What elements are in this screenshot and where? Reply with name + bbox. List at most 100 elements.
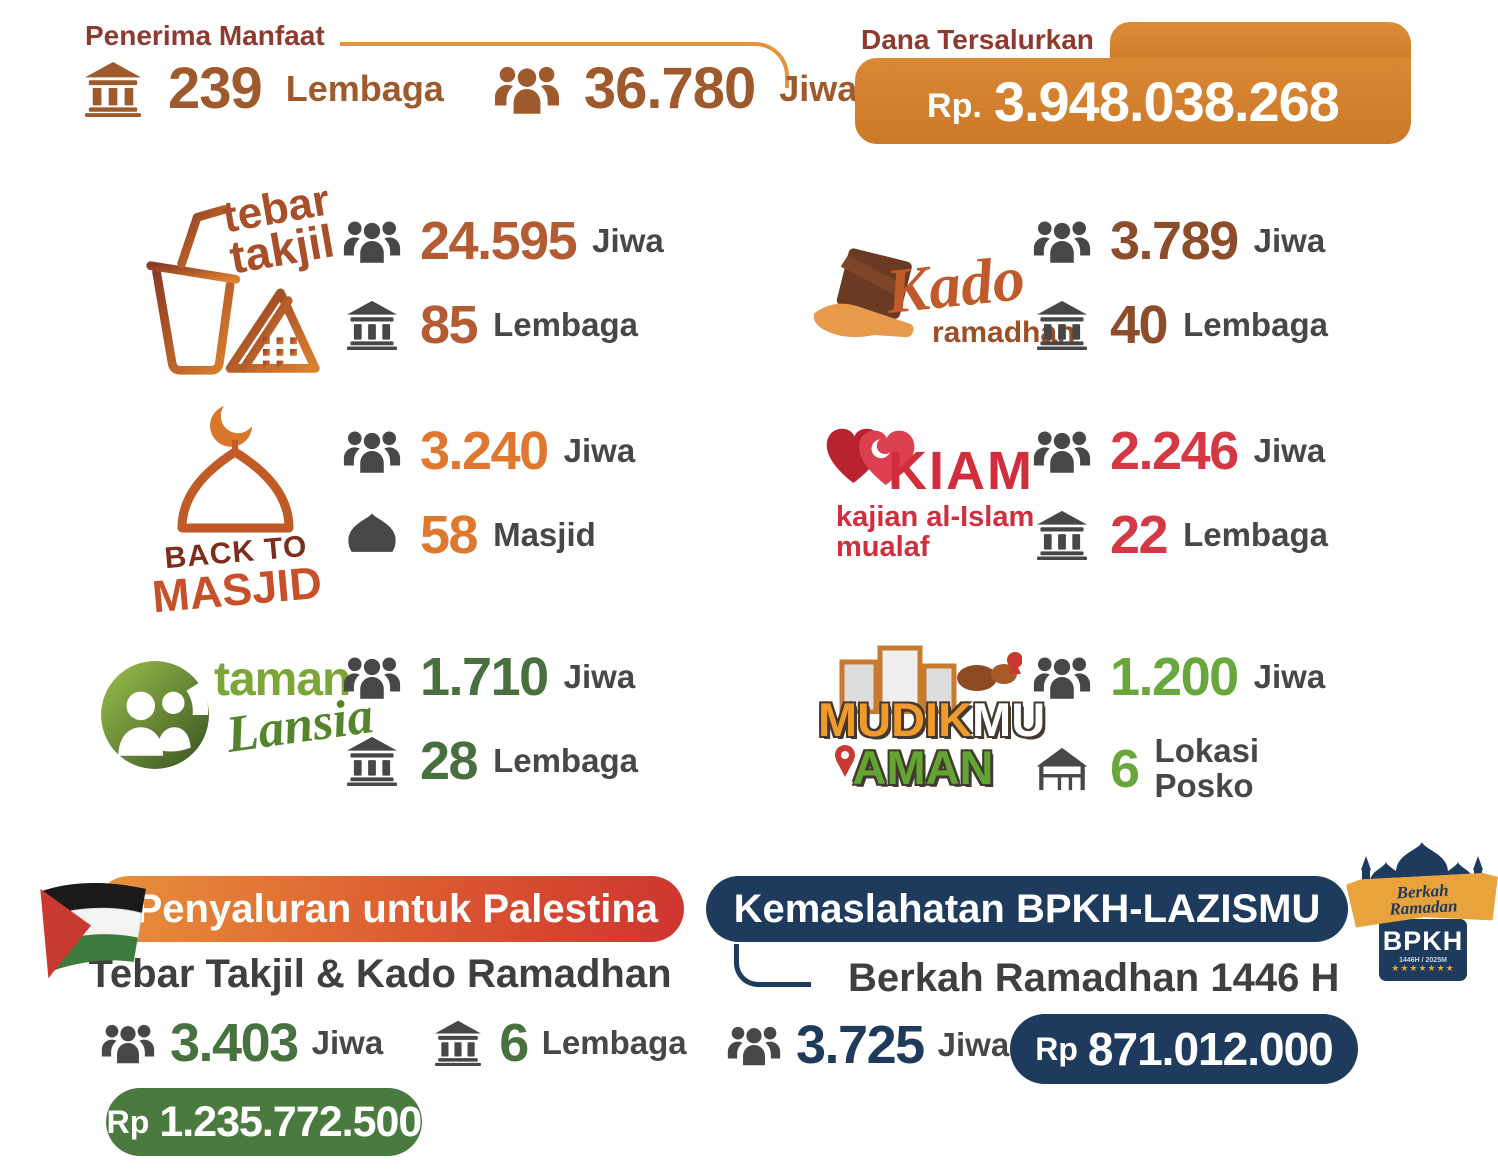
bpkh-badge-box: BPKH 1446H / 2025M ★★★★★★★ — [1376, 916, 1470, 984]
back-to-masjid-logo: BACK TO MASJID — [150, 404, 326, 622]
jiwa-total-label: Jiwa — [779, 68, 858, 109]
palestina-amount-pill: Rp 1.235.772.500 — [106, 1088, 422, 1156]
kiam-logo-title: KIAM — [888, 441, 1034, 501]
stat-label: Masjid — [493, 516, 596, 553]
dana-box-top-fill — [1109, 22, 1411, 58]
stat-value: 22 — [1110, 505, 1169, 565]
palestina-banner-title: Penyaluran untuk Palestina — [135, 886, 658, 931]
stat-label: Lembaga — [541, 1024, 687, 1061]
stat-label-line1: Lokasi — [1154, 732, 1260, 769]
bank-icon — [1030, 510, 1094, 560]
dana-tersalurkan-box: Dana Tersalurkan Rp. 3.948.038.268 — [855, 22, 1411, 144]
stat-label: Jiwa — [311, 1024, 384, 1061]
stat-value: 1.200 — [1110, 647, 1239, 707]
penerima-manfaat-stats: 239 Lembaga 36.780 Jiwa — [82, 60, 883, 118]
stat-value: 3.789 — [1110, 211, 1239, 271]
tebar-takjil-stats: 24.595 Jiwa 85 Lembaga — [340, 214, 664, 352]
stat-value: 24.595 — [420, 211, 578, 271]
bpkh-badge-org: BPKH — [1382, 925, 1464, 956]
stat-label-line2: Posko — [1154, 766, 1254, 804]
people-icon — [1030, 654, 1094, 700]
tebar-takjil-logo-text: tebar takjil — [219, 175, 340, 283]
stat-row-jiwa: 3.240 Jiwa — [340, 424, 635, 478]
people-icon — [1030, 428, 1094, 474]
stat-row-lembaga: 40 Lembaga — [1030, 298, 1328, 352]
bpkh-connector-line — [734, 944, 811, 987]
bank-icon — [431, 1020, 485, 1066]
bpkh-subtitle: Berkah Ramadhan 1446 H — [848, 956, 1340, 1000]
amount-prefix: Rp — [1035, 1030, 1078, 1067]
bpkh-banner-title: Kemaslahatan BPKH-LAZISMU — [733, 886, 1321, 931]
kado-ramadhan-logo: Kado ramadhan — [808, 242, 1075, 368]
tebar-takjil-logo: tebar takjil — [140, 175, 340, 386]
bank-icon — [340, 736, 404, 786]
lembaga-total-value: 239 — [168, 56, 263, 121]
amount-prefix: Rp — [106, 1103, 150, 1140]
bpkh-banner: Kemaslahatan BPKH-LAZISMU — [706, 876, 1348, 942]
back-to-masjid-stats: 3.240 Jiwa 58 Masjid — [340, 424, 635, 562]
stat-label: Jiwa — [1253, 432, 1326, 469]
stat-label: Jiwa — [1253, 658, 1326, 695]
taman-lansia-logo: taman Lansia — [98, 648, 377, 793]
dana-amount-box: Rp. 3.948.038.268 — [855, 58, 1411, 144]
kado-ramadhan-stats: 3.789 Jiwa 40 Lembaga — [1030, 214, 1328, 352]
stat-row-lokasi-posko: 6 Lokasi Posko — [1030, 732, 1325, 804]
mudik-logo-line1: MUDIKMU — [818, 692, 1045, 747]
stat-row-jiwa: 24.595 Jiwa — [340, 214, 664, 268]
mudik-logo-line3: AMAN — [852, 741, 994, 794]
penerima-manfaat-title: Penerima Manfaat — [85, 20, 325, 51]
stat-row-lembaga: 28 Lembaga — [340, 734, 638, 788]
people-icon — [340, 654, 404, 700]
people-icon — [494, 63, 560, 115]
people-icon — [1030, 218, 1094, 264]
stat-label: Lokasi Posko — [1154, 732, 1260, 804]
bank-icon — [82, 61, 144, 117]
stat-row-jiwa: 3.789 Jiwa — [1030, 214, 1328, 268]
stat-value: 3.240 — [420, 421, 549, 481]
tent-icon — [1030, 746, 1094, 792]
bpkh-badge-year: 1446H / 2025M — [1399, 956, 1447, 964]
kiam-stats: 2.246 Jiwa 22 Lembaga — [1030, 424, 1328, 562]
palestina-subtitle: Tebar Takjil & Kado Ramadhan — [88, 952, 672, 996]
mudik-logo-part1: MUDIK — [818, 693, 973, 746]
taman-lansia-stats: 1.710 Jiwa 28 Lembaga — [340, 650, 638, 788]
bank-icon — [340, 300, 404, 350]
stat-value: 40 — [1110, 295, 1169, 355]
jiwa-total-value: 36.780 — [583, 56, 756, 121]
stat-value: 6 — [499, 1013, 529, 1073]
stat-value: 3.403 — [170, 1013, 299, 1073]
stat-label: Lembaga — [493, 306, 638, 343]
palestina-banner: Penyaluran untuk Palestina — [96, 876, 684, 942]
palestine-flag-icon — [22, 864, 154, 997]
people-icon — [340, 428, 404, 474]
header-connector-line — [340, 42, 789, 88]
bank-icon — [1030, 300, 1094, 350]
stat-row-lembaga: 22 Lembaga — [1030, 508, 1328, 562]
mudik-logo-part2: MU — [972, 693, 1046, 746]
amount-value: 871.012.000 — [1087, 1023, 1334, 1075]
stat-row-masjid: 58 Masjid — [340, 508, 635, 562]
dana-amount: 3.948.038.268 — [993, 69, 1340, 133]
dome-icon — [340, 512, 404, 558]
dana-tersalurkan-title: Dana Tersalurkan — [855, 22, 1110, 58]
stat-label: Lembaga — [1183, 516, 1328, 553]
people-icon — [340, 218, 404, 264]
berkah-ramadan-bpkh-badge: BPKH 1446H / 2025M ★★★★★★★ Berkah Ramada… — [1352, 840, 1494, 990]
stat-label: Jiwa — [563, 658, 636, 695]
lembaga-total-label: Lembaga — [285, 68, 444, 109]
mudikmu-aman-stats: 1.200 Jiwa 6 Lokasi Posko — [1030, 650, 1325, 803]
bpkh-stats: 3.725 Jiwa — [726, 1018, 1009, 1072]
stat-row-jiwa: 1.710 Jiwa — [340, 650, 638, 704]
stat-value: 1.710 — [420, 647, 549, 707]
dana-tersalurkan-header: Dana Tersalurkan — [855, 22, 1411, 58]
stat-row-lembaga: 85 Lembaga — [340, 298, 664, 352]
ribbon-line2: Ramadan — [1388, 896, 1458, 919]
stat-value: 85 — [420, 295, 479, 355]
amount-value: 1.235.772.500 — [159, 1097, 422, 1146]
people-icon — [726, 1023, 782, 1067]
stat-value: 58 — [420, 505, 479, 565]
kiam-logo-sub-line1: kajian al-Islam — [836, 501, 1035, 533]
stat-value: 28 — [420, 731, 479, 791]
stat-label: Lembaga — [493, 742, 638, 779]
